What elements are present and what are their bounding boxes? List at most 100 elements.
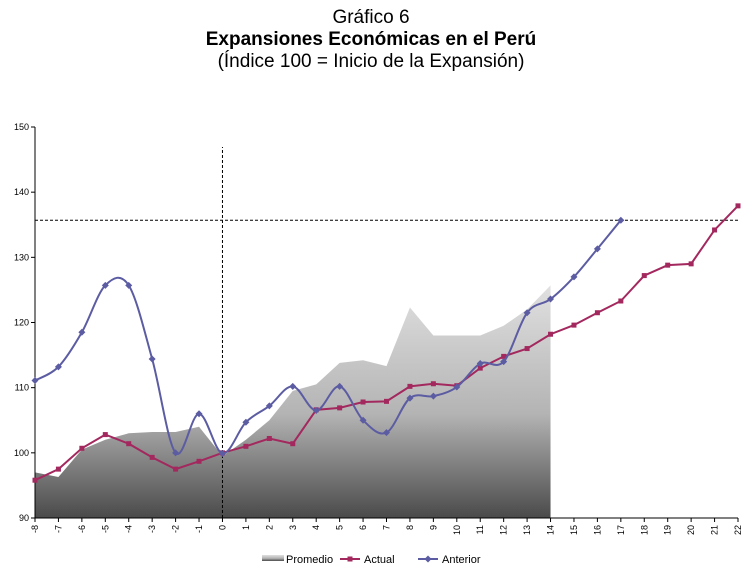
x-tick-label: 12 [499,525,509,535]
y-tick-label: 110 [15,383,29,393]
x-tick-label: -4 [124,525,134,533]
x-tick-label: 16 [592,525,602,535]
chart-subtitle: (Índice 100 = Inicio de la Expansión) [218,51,525,72]
x-tick-label: 20 [686,525,696,535]
marker [312,406,320,414]
marker [524,346,530,352]
marker [477,365,483,371]
x-tick-label: 0 [217,525,227,530]
marker [712,227,718,233]
x-tick-label: 2 [264,525,274,530]
marker [383,429,390,437]
x-tick-label: 3 [288,525,298,530]
marker [501,353,507,359]
chart-title-prefix: Gráfico 6 [332,7,409,28]
line [34,219,622,455]
legend-label: Actual [364,554,395,566]
area [35,285,551,518]
x-tick-label: 8 [405,525,415,530]
marker [570,273,578,281]
y-tick-label: 120 [14,318,29,328]
y-tick-label: 90 [19,513,29,523]
legend-marker [347,556,353,562]
y-tick-label: 140 [14,187,29,197]
marker [688,261,694,267]
marker [101,281,109,289]
y-tick-label: 100 [14,448,29,458]
marker [243,443,249,449]
x-tick-label: 17 [616,525,626,535]
marker [384,398,389,404]
marker [430,381,436,387]
marker [429,392,437,400]
marker [618,298,624,304]
x-tick-label: -3 [147,525,157,533]
legend-marker [424,555,432,563]
x-tick-label: 15 [569,525,579,535]
x-tick-label: 13 [522,525,532,535]
x-tick-label: 1 [241,525,251,530]
x-tick-label: 10 [452,525,462,535]
marker [406,394,414,402]
marker [172,449,180,457]
chart-title: Expansiones Económicas en el Perú [206,29,537,50]
marker [149,454,155,460]
x-tick-label: 9 [428,525,438,530]
x-tick-label: -1 [194,525,204,533]
y-tick-label: 150 [14,122,29,132]
x-tick-label: -6 [77,525,87,533]
legend-marker [347,556,353,562]
marker [594,310,600,316]
marker [218,449,226,457]
marker [735,203,741,209]
x-tick-label: 22 [733,525,742,535]
marker [290,441,296,447]
marker [126,441,132,447]
marker [547,295,555,303]
x-tick-label: 4 [311,525,321,530]
x-tick-label: 18 [639,525,649,535]
marker [32,477,38,483]
marker [548,331,554,337]
legend-label: Promedio [286,554,333,566]
marker [125,281,133,289]
marker [336,382,344,390]
marker [453,383,461,391]
x-tick-label: 21 [710,525,720,535]
x-tick-label: 7 [382,525,392,530]
x-tick-label: 14 [546,525,556,535]
marker [54,363,62,371]
marker [360,399,366,405]
marker [148,355,156,363]
legend-swatch [262,555,284,561]
marker [476,360,484,368]
marker [665,262,671,268]
marker [102,432,108,438]
x-tick-label: 6 [358,525,368,530]
x-tick-label: 19 [663,525,673,535]
marker [78,328,86,336]
x-tick-label: 5 [335,525,345,530]
marker [79,445,85,451]
marker [265,402,273,410]
marker [359,416,367,424]
marker [196,458,202,464]
legend-marker [424,555,432,563]
x-tick-label: -7 [53,525,63,533]
marker [593,245,601,253]
marker [407,383,413,389]
marker [266,435,272,441]
x-tick-label: -5 [100,525,110,533]
marker [571,322,577,328]
legend-label: Anterior [442,554,481,566]
marker [337,405,343,411]
y-tick-label: 130 [14,252,29,262]
marker [195,410,203,418]
marker [289,382,297,390]
marker [31,376,39,384]
marker [242,418,250,426]
marker [641,273,647,279]
marker [500,358,508,366]
marker [617,216,625,224]
